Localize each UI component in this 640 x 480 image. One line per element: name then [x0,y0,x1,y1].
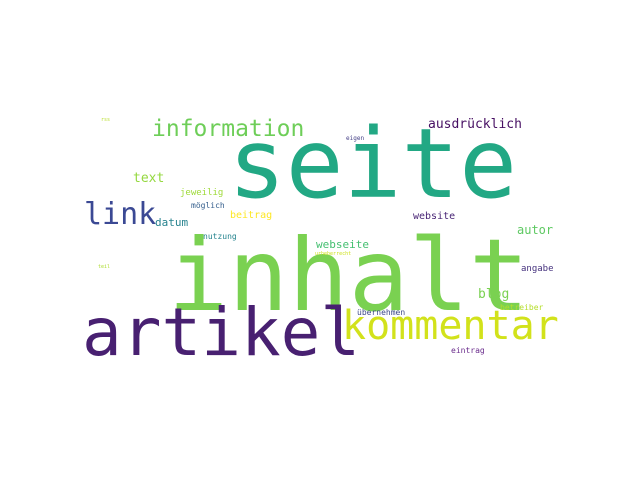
word-11: webseite [316,238,369,251]
word-17: nutzung [203,232,237,241]
word-8: autor [517,223,554,237]
word-5: link [84,197,157,232]
word-9: blog [478,287,510,302]
word-7: text [133,171,165,186]
word-22: urheberrecht [315,251,352,257]
word-2: artikel [82,294,361,371]
word-18: betreiber [500,303,544,312]
word-21: eigen [346,135,365,142]
word-4: information [152,116,305,142]
word-12: website [413,211,456,222]
word-15: jeweilig [180,188,224,198]
word-6: ausdrücklich [428,117,522,132]
word-16: möglich [191,201,225,210]
word-10: datum [155,216,189,229]
word-0: seite [228,108,517,220]
word-23: teil [98,264,111,270]
word-13: beitrag [230,210,273,221]
word-1: inhalt [168,217,530,334]
word-19: übernehmen [357,308,406,317]
word-14: angabe [521,264,554,274]
word-3: kommentar [342,303,559,349]
word-24: rss [101,117,111,123]
word-20: eintrag [451,346,485,355]
